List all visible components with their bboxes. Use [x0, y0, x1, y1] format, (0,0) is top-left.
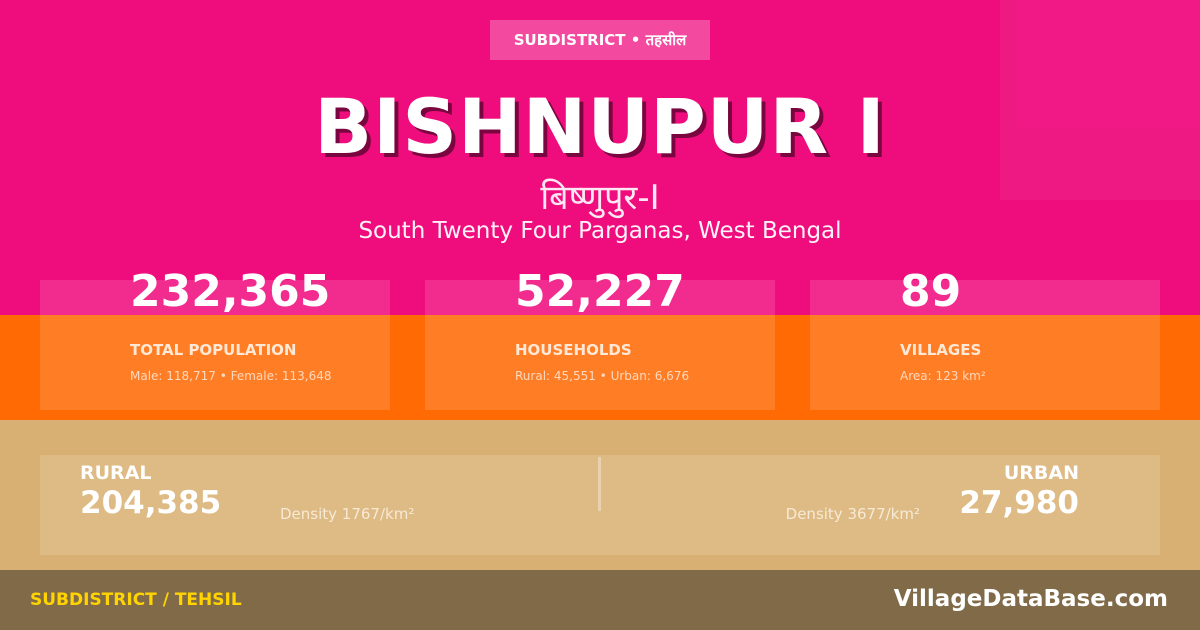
header-band [0, 0, 1200, 315]
rural-density: Density 1767/km² [280, 505, 415, 523]
urban-label: URBAN [1003, 462, 1079, 484]
decorative-square [1000, 0, 1200, 200]
stat-value: 52,227 [515, 266, 685, 317]
urban-density: Density 3677/km² [785, 505, 920, 523]
stat-label: HOUSEHOLDS [515, 341, 632, 359]
page-title: BISHNUPUR I [314, 82, 886, 171]
stat-value: 89 [900, 266, 962, 317]
rural-label: RURAL [80, 462, 152, 484]
divider [598, 457, 601, 511]
rural-urban-band [0, 420, 1200, 570]
footer-band [0, 570, 1200, 630]
stat-card-population: 232,365 TOTAL POPULATION Male: 118,717 •… [40, 266, 390, 410]
stat-label: VILLAGES [900, 341, 982, 359]
urban-value: 27,980 [959, 485, 1079, 521]
stat-card-villages: 89 VILLAGES Area: 123 km² [810, 266, 1160, 410]
brand-link[interactable]: VillageDataBase.com [893, 586, 1168, 612]
stat-value: 232,365 [130, 266, 331, 317]
rural-value: 204,385 [80, 485, 222, 521]
type-badge: SUBDISTRICT • तहसील [490, 20, 710, 60]
stat-card-households: 52,227 HOUSEHOLDS Rural: 45,551 • Urban:… [425, 266, 775, 410]
stat-sub: Male: 118,717 • Female: 113,648 [130, 369, 332, 383]
rural-urban-panel [40, 455, 1160, 555]
location: South Twenty Four Parganas, West Bengal [358, 218, 842, 244]
stat-label: TOTAL POPULATION [130, 341, 297, 359]
stat-sub: Rural: 45,551 • Urban: 6,676 [515, 369, 690, 383]
footer-type-label: SUBDISTRICT / TEHSIL [30, 590, 242, 610]
stats-band [0, 315, 1200, 420]
title-hindi: बिष्णुपुर-I [540, 178, 660, 218]
stat-sub: Area: 123 km² [900, 369, 986, 383]
